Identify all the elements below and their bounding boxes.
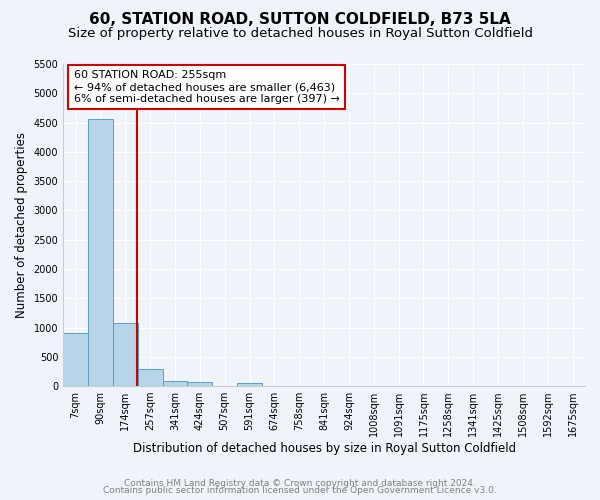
Bar bbox=[113, 323, 138, 386]
Bar bbox=[63, 334, 88, 386]
Text: 60, STATION ROAD, SUTTON COLDFIELD, B73 5LA: 60, STATION ROAD, SUTTON COLDFIELD, B73 … bbox=[89, 12, 511, 28]
Text: Contains HM Land Registry data © Crown copyright and database right 2024.: Contains HM Land Registry data © Crown c… bbox=[124, 478, 476, 488]
Y-axis label: Number of detached properties: Number of detached properties bbox=[15, 132, 28, 318]
Bar bbox=[237, 383, 262, 386]
Text: Size of property relative to detached houses in Royal Sutton Coldfield: Size of property relative to detached ho… bbox=[67, 28, 533, 40]
Bar bbox=[88, 119, 113, 386]
Text: Contains public sector information licensed under the Open Government Licence v3: Contains public sector information licen… bbox=[103, 486, 497, 495]
Bar bbox=[187, 382, 212, 386]
Bar bbox=[138, 368, 163, 386]
Bar bbox=[163, 381, 187, 386]
Text: 60 STATION ROAD: 255sqm
← 94% of detached houses are smaller (6,463)
6% of semi-: 60 STATION ROAD: 255sqm ← 94% of detache… bbox=[74, 70, 340, 104]
X-axis label: Distribution of detached houses by size in Royal Sutton Coldfield: Distribution of detached houses by size … bbox=[133, 442, 515, 455]
